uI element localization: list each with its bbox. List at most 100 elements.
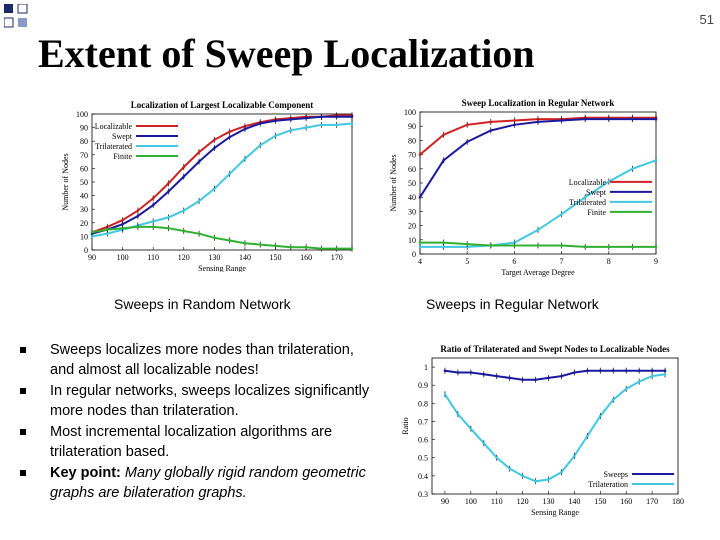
- data-point: [469, 427, 473, 431]
- data-point: [560, 470, 563, 474]
- data-point: [197, 150, 201, 154]
- data-point: [90, 231, 94, 234]
- data-point: [167, 190, 170, 193]
- y-tick-label: 0.6: [418, 436, 428, 445]
- y-tick-label: 100: [404, 108, 416, 117]
- data-point: [482, 441, 486, 445]
- data-point: [213, 146, 216, 150]
- corner-decoration: [4, 4, 28, 28]
- data-point: [465, 123, 469, 127]
- data-point: [611, 398, 615, 402]
- data-point: [418, 195, 422, 199]
- y-tick-label: 0.9: [418, 381, 428, 390]
- data-point: [167, 216, 170, 219]
- data-point: [121, 226, 124, 230]
- data-point: [637, 369, 641, 372]
- data-point: [495, 374, 499, 378]
- data-point: [320, 247, 323, 250]
- x-axis-label: Sensing Range: [531, 508, 579, 517]
- data-point: [607, 180, 611, 183]
- data-point: [121, 222, 124, 226]
- data-point: [599, 369, 602, 372]
- x-tick-label: 180: [672, 497, 684, 506]
- data-point: [167, 226, 170, 230]
- data-point: [631, 245, 634, 249]
- data-point: [105, 232, 109, 235]
- y-axis-label: Number of Nodes: [389, 154, 398, 211]
- y-tick-label: 0.7: [418, 417, 428, 426]
- data-point: [650, 374, 654, 378]
- data-point: [258, 143, 262, 147]
- bullet-square-icon: [20, 388, 26, 394]
- data-point: [573, 454, 576, 458]
- data-point: [258, 122, 262, 125]
- data-point: [182, 209, 186, 212]
- bullet-item: Key point: Many globally rigid random ge…: [18, 463, 378, 503]
- legend-label: Trilaterated: [95, 142, 132, 151]
- bullet-square-icon: [20, 470, 26, 476]
- data-point: [607, 245, 611, 249]
- data-point: [274, 244, 277, 248]
- data-point: [583, 117, 587, 121]
- chart-title: Sweep Localization in Regular Network: [462, 98, 615, 108]
- data-point: [182, 165, 186, 169]
- data-point: [663, 369, 667, 372]
- data-point: [534, 480, 537, 483]
- data-point: [534, 378, 537, 382]
- data-point: [521, 474, 524, 478]
- data-point: [289, 129, 293, 132]
- y-tick-label: 90: [80, 124, 88, 133]
- x-tick-label: 150: [270, 253, 282, 262]
- data-point: [560, 374, 563, 378]
- data-point: [583, 195, 587, 199]
- data-point: [442, 133, 445, 137]
- x-tick-label: 90: [88, 253, 96, 262]
- data-point: [489, 120, 493, 124]
- y-tick-label: 50: [408, 179, 416, 188]
- data-point: [136, 214, 140, 218]
- chart-random-network: Localization of Largest Localizable Comp…: [40, 84, 360, 272]
- data-point: [228, 172, 231, 176]
- bullet-item: Sweeps localizes more nodes than trilate…: [18, 340, 378, 380]
- legend-label: Trilateration: [588, 480, 628, 489]
- data-point: [167, 182, 170, 185]
- data-point: [560, 244, 563, 247]
- data-point: [663, 373, 667, 376]
- data-point: [573, 371, 576, 374]
- series-line-swept: [91, 115, 352, 235]
- y-tick-label: 80: [80, 137, 88, 146]
- x-tick-label: 6: [512, 257, 516, 266]
- y-tick-label: 70: [80, 151, 88, 160]
- data-point: [442, 158, 445, 162]
- data-point: [418, 241, 422, 244]
- legend-label: Finite: [113, 152, 132, 161]
- data-point: [320, 123, 323, 127]
- y-tick-label: 20: [408, 222, 416, 231]
- data-point: [350, 122, 354, 125]
- y-tick-label: 100: [76, 110, 88, 119]
- data-point: [304, 126, 308, 129]
- bullet-italic-text: Many globally rigid random geometric gra…: [50, 465, 366, 501]
- data-point: [136, 209, 140, 212]
- data-point: [583, 245, 587, 249]
- data-point: [243, 157, 247, 161]
- data-point: [335, 115, 339, 119]
- y-tick-label: 0.5: [418, 454, 428, 463]
- x-tick-label: 120: [178, 253, 190, 262]
- data-point: [213, 187, 216, 191]
- data-point: [90, 235, 94, 238]
- legend-label: Localizable: [95, 122, 133, 131]
- data-point: [151, 225, 155, 229]
- chart-ratio: Ratio of Trilaterated and Swept Nodes to…: [380, 328, 700, 528]
- data-point: [631, 167, 634, 171]
- data-point: [607, 117, 611, 121]
- data-point: [465, 242, 469, 246]
- bullet-item: In regular networks, sweeps localizes si…: [18, 381, 378, 421]
- y-tick-label: 0.4: [418, 472, 428, 481]
- data-point: [151, 203, 155, 207]
- data-point: [443, 392, 447, 396]
- y-tick-label: 0.8: [418, 399, 428, 408]
- data-point: [243, 127, 247, 131]
- data-point: [418, 245, 422, 249]
- x-axis-label: Sensing Range: [198, 264, 246, 272]
